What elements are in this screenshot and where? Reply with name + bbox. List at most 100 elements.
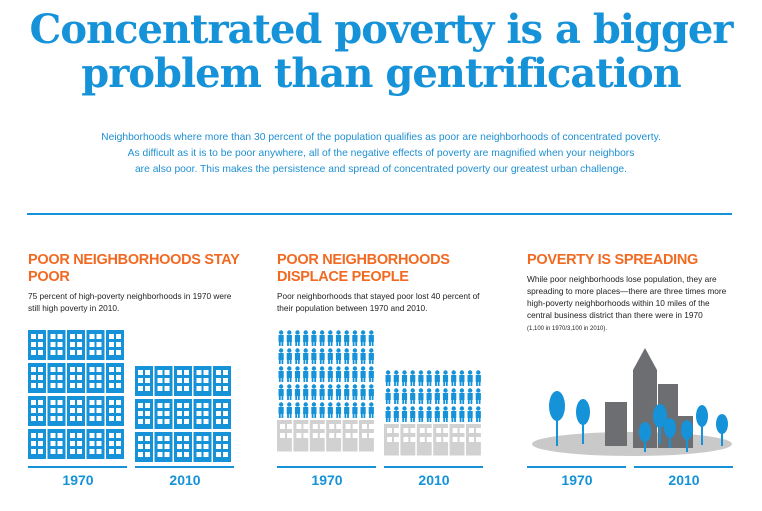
intro-line-1: Neighborhoods where more than 30 percent… (101, 132, 661, 143)
building-icon (28, 330, 46, 360)
person-icon (385, 388, 391, 404)
person-icon (344, 366, 350, 382)
person-icon (311, 384, 317, 400)
page-title: Concentrated poverty is a bigger problem… (0, 8, 762, 96)
building-icon (342, 420, 358, 452)
axis-line (384, 466, 483, 468)
person-icon (475, 370, 481, 386)
building-icon (416, 424, 432, 456)
person-icon (335, 402, 342, 418)
person-icon (368, 384, 374, 400)
person-icon (352, 384, 358, 400)
pin-marker (576, 399, 590, 444)
person-icon (368, 330, 374, 346)
person-icon (335, 348, 342, 364)
buildings-1970 (28, 330, 127, 468)
person-icon (352, 402, 358, 418)
building-icon (154, 432, 173, 462)
person-icon (434, 406, 440, 422)
year-label: 2010 (418, 472, 450, 488)
people-grid (277, 330, 374, 452)
person-icon (294, 366, 301, 382)
title-line-2: problem than gentrification (81, 50, 681, 97)
person-icon (303, 348, 309, 364)
building-icon (193, 399, 212, 429)
building-icon (86, 363, 105, 393)
axis-line (634, 466, 733, 468)
building-icon (400, 424, 416, 456)
building-icon (174, 366, 192, 396)
title-line-1: Concentrated poverty is a bigger (29, 6, 734, 53)
people-1970 (277, 330, 377, 459)
pin-marker (681, 420, 693, 452)
year-label: 1970 (62, 472, 94, 488)
spreading-illustration (532, 348, 732, 456)
intro-line-3: are also poor. This makes the persistenc… (134, 164, 628, 175)
person-icon (434, 370, 440, 386)
person-icon (311, 366, 317, 382)
building-icon (28, 396, 46, 426)
building-icon (47, 396, 66, 426)
person-icon (344, 384, 350, 400)
building-icon (135, 366, 153, 396)
person-icon (393, 370, 399, 386)
intro-text: Neighborhoods where more than 30 percent… (60, 130, 702, 178)
building-icon (466, 424, 481, 456)
person-icon (344, 348, 350, 364)
person-icon (451, 388, 457, 404)
building-icon (384, 424, 399, 456)
building-icon (154, 366, 173, 396)
person-icon (401, 388, 408, 404)
person-icon (467, 406, 473, 422)
section-text: 75 percent of high-poverty neighborhoods… (28, 291, 232, 313)
person-icon (344, 402, 350, 418)
person-icon (410, 370, 416, 386)
person-icon (393, 388, 399, 404)
building-icon (309, 420, 325, 452)
person-icon (294, 402, 301, 418)
building-icon (28, 429, 46, 459)
person-icon (311, 330, 317, 346)
year-label: 2010 (169, 472, 201, 488)
person-icon (319, 348, 325, 364)
building-icon (47, 363, 66, 393)
building-icon (154, 399, 173, 429)
section-text-body: While poor neighborhoods lose population… (527, 274, 727, 320)
building-icon (174, 432, 192, 462)
building-icon (106, 330, 124, 360)
intro-line-2: As difficult as it is to be poor anywher… (127, 148, 635, 159)
section-heading: POVERTY IS SPREADING (527, 252, 698, 268)
person-icon (286, 402, 292, 418)
person-icon (327, 402, 333, 418)
pin-marker (653, 404, 667, 444)
section-heading: POOR NEIGHBORHOODS STAY POOR (28, 252, 240, 285)
building-icon (193, 366, 212, 396)
person-icon (327, 330, 333, 346)
person-icon (360, 402, 366, 418)
building-shape (633, 348, 657, 370)
building-icon (86, 429, 105, 459)
section-text: Poor neighborhoods that stayed poor lost… (277, 291, 480, 313)
person-icon (311, 402, 317, 418)
person-icon (352, 330, 358, 346)
person-icon (410, 388, 416, 404)
building-icon (213, 432, 231, 462)
year-label: 2010 (668, 472, 700, 488)
person-icon (352, 366, 358, 382)
poverty-pins (549, 391, 728, 452)
person-icon (418, 388, 424, 404)
person-icon (335, 366, 342, 382)
person-icon (459, 388, 465, 404)
section-note: (1,100 in 1970/3,100 in 2010). (527, 326, 608, 332)
person-icon (303, 384, 309, 400)
person-icon (442, 388, 449, 404)
pin-marker (639, 422, 651, 452)
pin-marker (549, 391, 565, 446)
person-icon (319, 402, 325, 418)
person-icon (278, 330, 284, 346)
section-heading: POOR NEIGHBORHOODS DISPLACE PEOPLE (277, 252, 497, 286)
building-icon (193, 432, 212, 462)
person-icon (278, 384, 284, 400)
building-icon (28, 363, 46, 393)
building-icon (135, 432, 153, 462)
